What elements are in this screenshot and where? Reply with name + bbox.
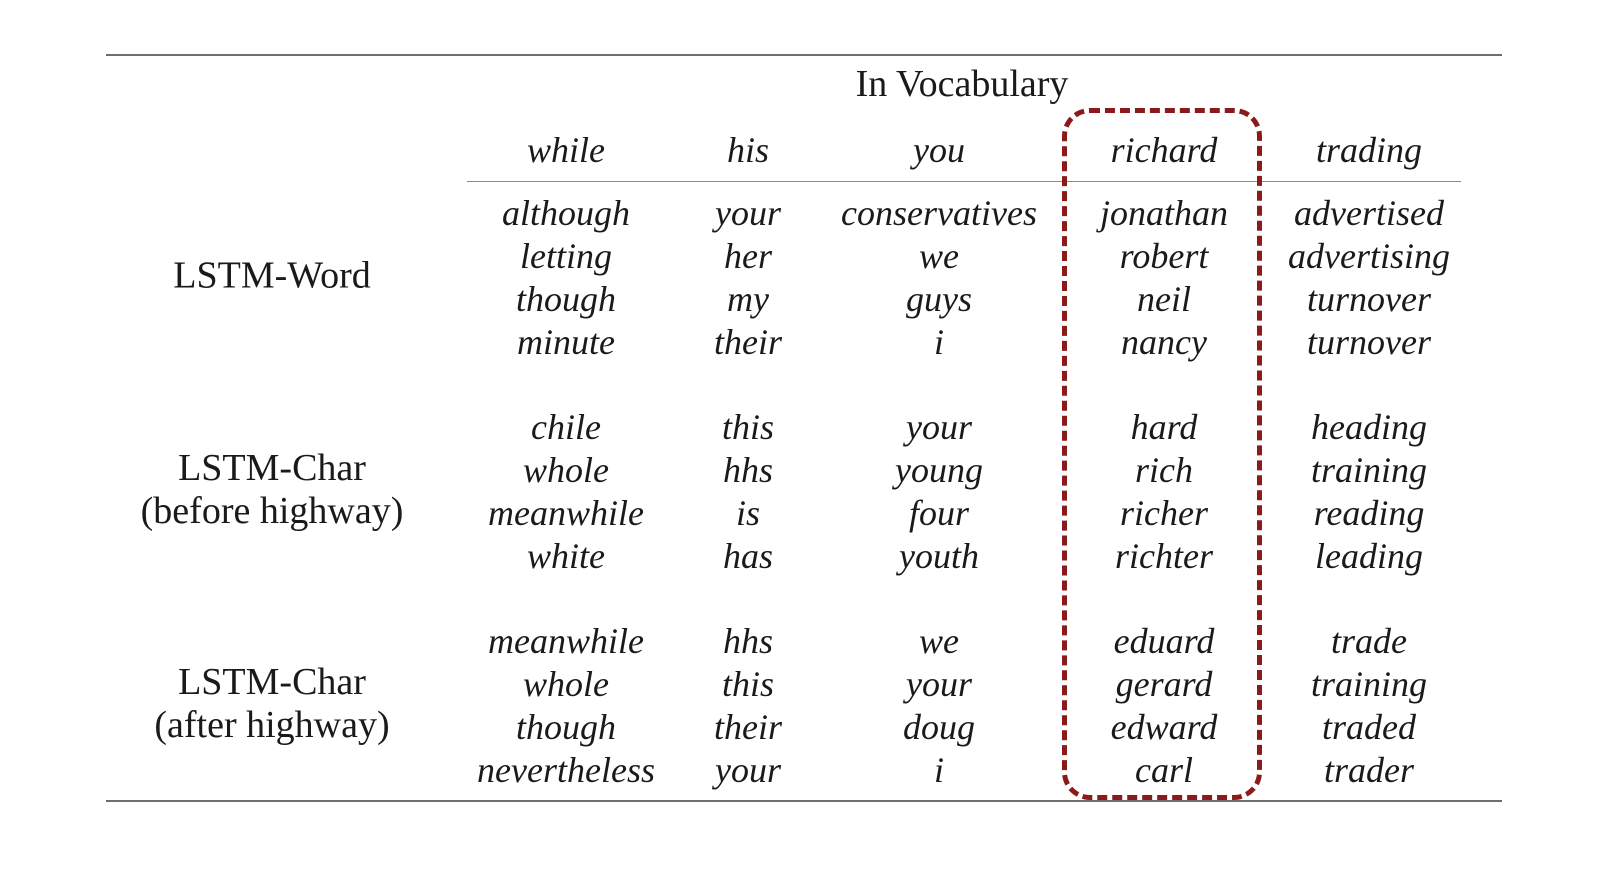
table-cell: hhs bbox=[722, 450, 774, 490]
table-cell: i bbox=[933, 750, 945, 790]
table-cell: hard bbox=[1130, 407, 1198, 447]
table-cell: doug bbox=[903, 707, 975, 747]
column-header-richard: richard bbox=[1110, 130, 1218, 170]
table-cell: your bbox=[715, 193, 781, 233]
table-cell: her bbox=[724, 236, 772, 276]
table-cell: training bbox=[1310, 450, 1428, 490]
table-cell: this bbox=[721, 664, 775, 704]
table-cell: has bbox=[722, 536, 774, 576]
table-cell: neil bbox=[1137, 279, 1191, 319]
table-cell: guys bbox=[906, 279, 972, 319]
table-cell: white bbox=[527, 536, 605, 576]
table-cell: though bbox=[515, 707, 617, 747]
table-cell: gerard bbox=[1115, 664, 1213, 704]
table-cell: whole bbox=[523, 450, 609, 490]
table-cell: my bbox=[727, 279, 769, 319]
row-label-line: (after highway) bbox=[154, 704, 390, 746]
table-cell: we bbox=[919, 621, 959, 661]
table-cell: trader bbox=[1324, 750, 1414, 790]
top-rule bbox=[106, 54, 1502, 56]
table-cell: your bbox=[906, 664, 972, 704]
row-label-lstm-word: LSTM-Word bbox=[173, 255, 370, 298]
table-cell: minute bbox=[517, 322, 615, 362]
table-cell: nancy bbox=[1121, 322, 1207, 362]
table-cell: carl bbox=[1135, 750, 1193, 790]
table-cell: jonathan bbox=[1099, 193, 1229, 233]
table-cell: four bbox=[908, 493, 970, 533]
table-cell: we bbox=[919, 236, 959, 276]
table-cell: nevertheless bbox=[477, 750, 655, 790]
table-cell: conservatives bbox=[841, 193, 1037, 233]
table-cell: edward bbox=[1110, 707, 1218, 747]
table-cell: though bbox=[515, 279, 617, 319]
table-cell: young bbox=[895, 450, 983, 490]
table-cell: your bbox=[715, 750, 781, 790]
row-label-line: LSTM-Char bbox=[178, 447, 366, 489]
table-cell: is bbox=[735, 493, 761, 533]
column-header-trading: trading bbox=[1315, 130, 1423, 170]
table-cell: eduard bbox=[1113, 621, 1215, 661]
column-header-you: you bbox=[913, 130, 965, 170]
table-cell: advertised bbox=[1294, 193, 1444, 233]
table-cell: heading bbox=[1311, 407, 1427, 447]
table-cell: robert bbox=[1119, 236, 1209, 276]
table-cell: i bbox=[933, 322, 945, 362]
table-cell: leading bbox=[1315, 536, 1423, 576]
column-header-his: his bbox=[726, 130, 770, 170]
bottom-rule bbox=[106, 800, 1502, 802]
table-cell: their bbox=[714, 707, 782, 747]
table-cell: although bbox=[501, 193, 631, 233]
table-cell: youth bbox=[899, 536, 979, 576]
table-cell: hhs bbox=[722, 621, 774, 661]
table-cell: turnover bbox=[1307, 322, 1431, 362]
header-rule bbox=[467, 181, 1461, 182]
table-cell: richer bbox=[1120, 493, 1208, 533]
table-cell: whole bbox=[523, 664, 609, 704]
table-cell: reading bbox=[1313, 493, 1425, 533]
table-cell: meanwhile bbox=[488, 493, 644, 533]
table-cell: richter bbox=[1115, 536, 1213, 576]
table-cell: chile bbox=[531, 407, 601, 447]
row-label-lstm-char-before: LSTM-Char (before highway) bbox=[141, 447, 404, 533]
row-label-line: LSTM-Word bbox=[173, 254, 371, 297]
table-cell: trade bbox=[1331, 621, 1407, 661]
table-cell: this bbox=[721, 407, 775, 447]
table-cell: rich bbox=[1135, 450, 1193, 490]
table-cell: their bbox=[714, 322, 782, 362]
column-header-while: while bbox=[527, 130, 605, 170]
table-cell: meanwhile bbox=[488, 621, 644, 661]
group-header: In Vocabulary bbox=[855, 63, 1069, 105]
row-label-line: LSTM-Char bbox=[178, 661, 366, 703]
table-cell: your bbox=[906, 407, 972, 447]
table-cell: training bbox=[1310, 664, 1428, 704]
row-label-lstm-char-after: LSTM-Char (after highway) bbox=[154, 661, 389, 747]
table-cell: letting bbox=[520, 236, 612, 276]
table-cell: advertising bbox=[1288, 236, 1450, 276]
row-label-line: (before highway) bbox=[140, 490, 404, 532]
table-cell: traded bbox=[1322, 707, 1416, 747]
table-cell: turnover bbox=[1307, 279, 1431, 319]
